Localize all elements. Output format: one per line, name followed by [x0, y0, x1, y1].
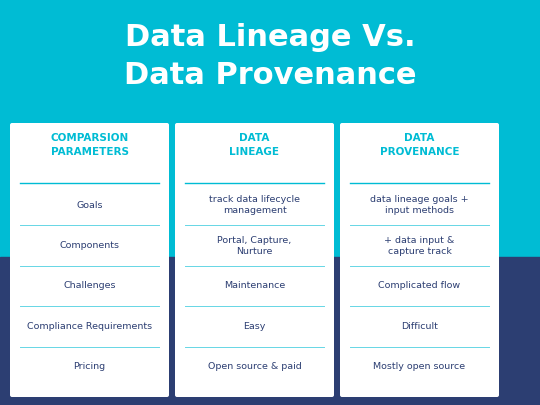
Text: Goals: Goals [76, 201, 103, 210]
Text: DATA
PROVENANCE: DATA PROVENANCE [380, 133, 459, 157]
FancyBboxPatch shape [10, 123, 169, 397]
Text: Difficult: Difficult [401, 322, 438, 331]
Text: COMPARSION
PARAMETERS: COMPARSION PARAMETERS [50, 133, 129, 157]
Text: Portal, Capture,
Nurture: Portal, Capture, Nurture [218, 236, 292, 256]
Text: data lineage goals +
input methods: data lineage goals + input methods [370, 195, 469, 215]
Bar [0, 257, 540, 405]
Text: track data lifecycle
management: track data lifecycle management [209, 195, 300, 215]
Text: Complicated flow: Complicated flow [379, 281, 461, 290]
Text: Components: Components [59, 241, 119, 250]
Text: DATA
LINEAGE: DATA LINEAGE [230, 133, 280, 157]
Text: Data Provenance: Data Provenance [124, 60, 416, 90]
FancyBboxPatch shape [175, 123, 334, 397]
Text: Open source & paid: Open source & paid [207, 362, 301, 371]
Text: Data Lineage Vs.: Data Lineage Vs. [125, 23, 415, 51]
Text: Easy: Easy [244, 322, 266, 331]
Text: + data input &
capture track: + data input & capture track [384, 236, 455, 256]
Text: Maintenance: Maintenance [224, 281, 285, 290]
Text: Pricing: Pricing [73, 362, 105, 371]
Text: Mostly open source: Mostly open source [374, 362, 465, 371]
Text: Compliance Requirements: Compliance Requirements [27, 322, 152, 331]
FancyBboxPatch shape [340, 123, 499, 397]
Text: Challenges: Challenges [63, 281, 116, 290]
